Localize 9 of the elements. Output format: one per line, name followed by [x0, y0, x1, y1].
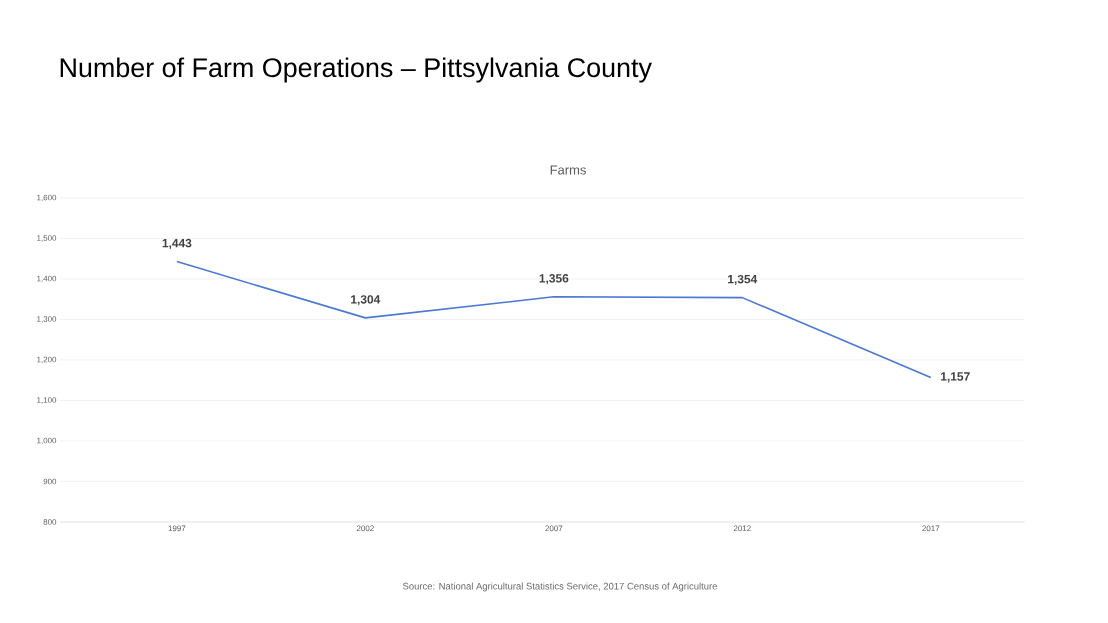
chart-title: Number of Farm Operations – Pittsylvania County: [60, 57, 652, 83]
data-label: 1,304: [351, 295, 381, 306]
line-series: [176, 260, 932, 379]
data-label: 1,356: [539, 274, 569, 285]
data-label: 1,354: [728, 274, 758, 286]
data-label: 1,157: [941, 372, 970, 383]
chart-subtitle: Farms: [550, 165, 586, 175]
data-label: 1,443: [162, 238, 192, 250]
source-note: Source: National Agricultural Statistics Service, 2017 Census of Agriculture: [402, 582, 717, 592]
